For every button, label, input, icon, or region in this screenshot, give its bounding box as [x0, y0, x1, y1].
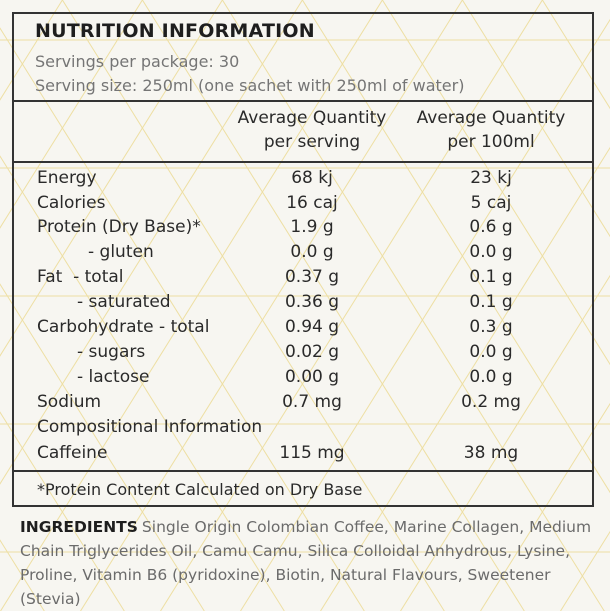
- nutrient-sublabel: - saturated: [77, 292, 171, 312]
- ingredients-block: INGREDIENTS Single Origin Colombian Coffe…: [20, 515, 600, 611]
- nutrient-row: Sodium 0.7 mg 0.2 mg: [0, 392, 610, 417]
- nutrient-label: Carbohydrate - total: [37, 317, 210, 337]
- nutrient-row: Energy 68 kj 23 kj: [0, 168, 610, 193]
- serving-size: Serving size: 250ml (one sachet with 250…: [35, 76, 465, 95]
- value-per-100ml: 0.0 g: [469, 367, 513, 387]
- nutrient-label: Caffeine: [37, 443, 108, 463]
- nutrient-row: Protein (Dry Base)* 1.9 g 0.6 g: [0, 217, 610, 242]
- value-per-serving: 68 kj: [291, 168, 333, 188]
- nutrient-row: Compositional Information: [0, 417, 610, 442]
- value-per-serving: 0.94 g: [284, 317, 340, 337]
- value-per-100ml: 23 kj: [470, 168, 512, 188]
- value-per-100ml: 0.1 g: [469, 267, 513, 287]
- nutrient-row: Calories 16 caj 5 caj: [0, 193, 610, 218]
- value-per-100ml: 5 caj: [470, 193, 512, 213]
- value-per-serving: 16 caj: [286, 193, 338, 213]
- nutrient-sublabel: - lactose: [77, 367, 150, 387]
- nutrient-row: Caffeine 115 mg 38 mg: [0, 443, 610, 468]
- nutrient-label: Protein (Dry Base)*: [37, 217, 201, 237]
- column-header-per-serving: Average Quantity per serving: [212, 106, 412, 154]
- column-header-line: per serving: [263, 132, 361, 152]
- nutrient-sublabel: - sugars: [77, 342, 146, 362]
- nutrient-label: Energy: [37, 168, 97, 188]
- panel-title: NUTRITION INFORMATION: [35, 20, 315, 42]
- value-per-serving: 0.02 g: [284, 342, 340, 362]
- nutrient-sublabel: - gluten: [88, 242, 154, 262]
- nutrient-row: Carbohydrate - total 0.94 g 0.3 g: [0, 317, 610, 342]
- nutrient-row: Fat - total 0.37 g 0.1 g: [0, 267, 610, 292]
- value-per-serving: 115 mg: [279, 443, 345, 463]
- nutrient-label: Fat - total: [37, 267, 124, 287]
- footnote-divider: [12, 470, 594, 472]
- column-header-per-100ml: Average Quantity per 100ml: [391, 106, 591, 154]
- value-per-serving: 0.36 g: [284, 292, 340, 312]
- nutrient-row: - gluten 0.0 g 0.0 g: [0, 242, 610, 267]
- value-per-100ml: 0.0 g: [469, 242, 513, 262]
- nutrient-label: Sodium: [37, 392, 102, 412]
- nutrient-row: - sugars 0.02 g 0.0 g: [0, 342, 610, 367]
- column-header-line: Average Quantity: [416, 108, 566, 128]
- value-per-100ml: 0.6 g: [469, 217, 513, 237]
- value-per-serving: 0.0 g: [290, 242, 334, 262]
- header-divider: [12, 100, 594, 102]
- value-per-serving: 0.7 mg: [282, 392, 342, 412]
- value-per-100ml: 0.2 mg: [461, 392, 521, 412]
- nutrient-label: Calories: [37, 193, 106, 213]
- ingredients-text: Single Origin Colombian Coffee, Marine C…: [20, 518, 592, 608]
- nutrient-row: - lactose 0.00 g 0.0 g: [0, 367, 610, 392]
- nutrition-panel: [12, 12, 594, 507]
- nutrient-row: - saturated 0.36 g 0.1 g: [0, 292, 610, 317]
- ingredients-heading: INGREDIENTS: [20, 518, 138, 536]
- column-header-line: Average Quantity: [237, 108, 387, 128]
- value-per-100ml: 0.3 g: [469, 317, 513, 337]
- column-header-line: per 100ml: [447, 132, 535, 152]
- servings-per-package: Servings per package: 30: [35, 52, 240, 71]
- value-per-100ml: 0.1 g: [469, 292, 513, 312]
- value-per-serving: 0.37 g: [284, 267, 340, 287]
- column-divider: [12, 161, 594, 163]
- value-per-serving: 0.00 g: [284, 367, 340, 387]
- protein-footnote: *Protein Content Calculated on Dry Base: [37, 480, 363, 499]
- section-label: Compositional Information: [37, 417, 263, 437]
- value-per-serving: 1.9 g: [290, 217, 334, 237]
- value-per-100ml: 38 mg: [463, 443, 519, 463]
- value-per-100ml: 0.0 g: [469, 342, 513, 362]
